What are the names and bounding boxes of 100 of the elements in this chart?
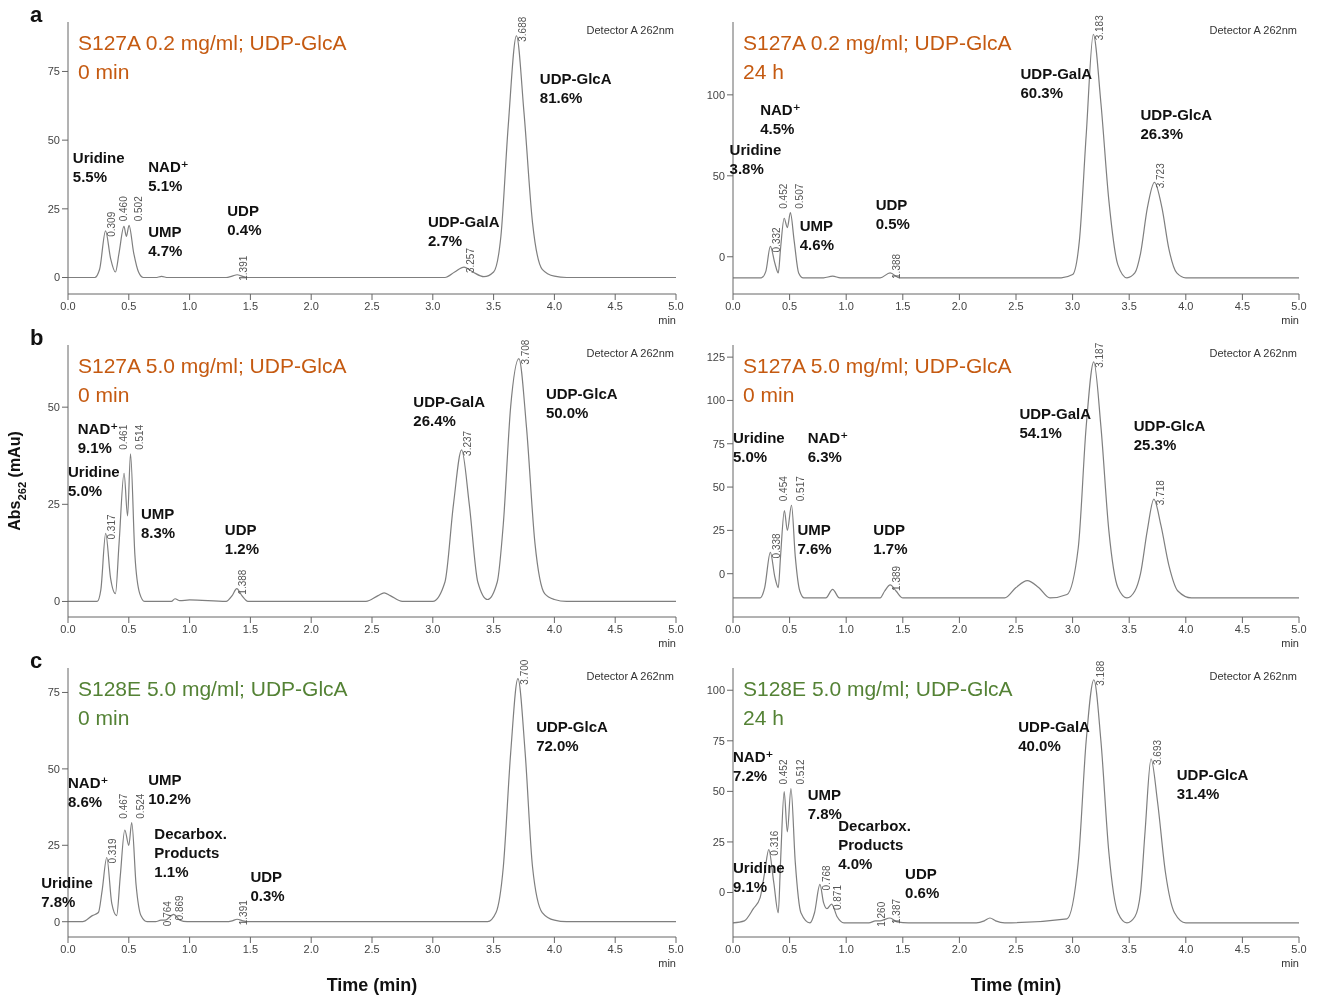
y-tick-label: 50 bbox=[712, 169, 725, 182]
annotation: Detector A 262nm bbox=[1208, 24, 1297, 36]
annotation: Detector A 262nm bbox=[586, 347, 674, 359]
x-tick-label: 4.5 bbox=[607, 942, 623, 955]
annotation: 3.183 bbox=[1093, 14, 1105, 41]
x-tick-label: 1.0 bbox=[181, 942, 198, 955]
x-tick-label: 3.0 bbox=[425, 299, 441, 312]
text: 24 h bbox=[743, 59, 785, 85]
x-tick-label: 4.5 bbox=[607, 622, 623, 635]
x-tick-label: 3.0 bbox=[1064, 299, 1081, 312]
annotation: NAD⁺ 5.1% bbox=[148, 156, 189, 195]
text: min bbox=[657, 314, 676, 326]
x-tick-label: 4.0 bbox=[546, 942, 563, 955]
annotation: NAD⁺ 7.2% bbox=[733, 746, 774, 785]
y-tick-label: 0 bbox=[53, 271, 60, 284]
x-tick-label: 2.5 bbox=[364, 299, 380, 312]
annotation: 0.309 bbox=[106, 211, 118, 237]
x-tick-label: 4.5 bbox=[1234, 622, 1251, 635]
annotation: 1.387 bbox=[890, 898, 902, 924]
x-tick-label: 5.0 bbox=[668, 299, 684, 312]
annotation: UDP 0.3% bbox=[250, 866, 285, 905]
x-tick-label: 1.5 bbox=[895, 299, 911, 312]
y-tick-label: 50 bbox=[712, 785, 725, 798]
x-tick-label: 2.0 bbox=[303, 299, 319, 312]
y-tick-label: 50 bbox=[47, 134, 60, 147]
x-tick-label: 2.0 bbox=[303, 942, 319, 955]
annotation: UDP-GlcA 81.6% bbox=[539, 68, 612, 107]
x-tick-label: 1.5 bbox=[895, 942, 911, 955]
annotation: Decarbox. Products 1.1% bbox=[154, 824, 227, 882]
annotation: UMP 4.6% bbox=[799, 216, 834, 255]
chart-title: S127A 5.0 mg/ml; UDP-GlcA bbox=[743, 353, 1012, 379]
x-tick-label: 2.0 bbox=[951, 942, 968, 955]
x-tick-label: 4.5 bbox=[1234, 299, 1251, 312]
x-tick-label: 3.0 bbox=[1064, 942, 1081, 955]
annotation: UDP 0.6% bbox=[905, 864, 940, 903]
annotation: Uridine 7.8% bbox=[41, 872, 93, 911]
annotation: 0.514 bbox=[134, 424, 146, 450]
annotation: 0.317 bbox=[106, 513, 118, 540]
x-tick-label: 3.5 bbox=[1121, 622, 1137, 635]
annotation: 3.188 bbox=[1094, 660, 1106, 686]
annotation: 0.452 bbox=[777, 759, 789, 785]
annotation: 0.460 bbox=[117, 195, 129, 222]
y-tick-label: 25 bbox=[712, 835, 725, 848]
x-tick-label: 3.5 bbox=[1121, 299, 1137, 312]
annotation: Detector A 262nm bbox=[586, 670, 674, 682]
x-tick-label: 0.5 bbox=[781, 942, 798, 955]
y-tick-label: 25 bbox=[47, 839, 60, 852]
annotation: UMP 4.7% bbox=[148, 222, 183, 261]
x-tick-label: 0.5 bbox=[781, 622, 798, 635]
text: 0 min bbox=[78, 382, 131, 408]
annotation: 0.512 bbox=[794, 759, 806, 785]
annotation: 0.517 bbox=[795, 475, 807, 502]
text: 0 min bbox=[743, 382, 796, 408]
text: 0 min bbox=[78, 705, 131, 731]
x-tick-label: 2.0 bbox=[951, 299, 968, 312]
y-tick-label: 0 bbox=[718, 250, 725, 263]
text: min bbox=[1280, 637, 1299, 649]
x-tick-label: 3.5 bbox=[1121, 942, 1137, 955]
annotation: UDP 1.2% bbox=[224, 519, 260, 558]
annotation: Detector A 262nm bbox=[1208, 670, 1297, 682]
annotation: 0.338 bbox=[771, 532, 782, 559]
annotation: 0.452 bbox=[777, 183, 789, 209]
chart-title: S128E 5.0 mg/ml; UDP-GlcA bbox=[78, 676, 348, 702]
annotation: 1.391 bbox=[237, 899, 249, 926]
annotation: UDP-GlcA 26.3% bbox=[1140, 104, 1213, 143]
chart-title: S127A 0.2 mg/ml; UDP-GlcA bbox=[78, 30, 347, 56]
y-tick-label: 25 bbox=[47, 498, 60, 511]
annotation: Uridine 3.8% bbox=[729, 140, 782, 179]
x-tick-label: 3.0 bbox=[425, 622, 441, 635]
x-tick-label: 1.5 bbox=[242, 622, 259, 635]
y-tick-label: 75 bbox=[712, 734, 725, 747]
annotation: UMP 10.2% bbox=[148, 770, 191, 809]
annotation: Uridine 5.0% bbox=[733, 428, 785, 467]
y-tick-label: 125 bbox=[706, 351, 725, 364]
x-tick-label: 4.0 bbox=[546, 622, 563, 635]
y-tick-label: 25 bbox=[47, 202, 60, 215]
text: 24 h bbox=[743, 705, 785, 731]
annotation: 1.388 bbox=[890, 253, 902, 279]
y-tick-label: 0 bbox=[53, 915, 60, 928]
annotation: 3.187 bbox=[1094, 342, 1106, 368]
chart-title: S128E 5.0 mg/ml; UDP-GlcA bbox=[743, 676, 1013, 702]
text: 0 min bbox=[78, 59, 131, 85]
y-tick-label: 100 bbox=[706, 88, 725, 101]
annotation: 0.768 bbox=[820, 864, 832, 891]
y-tick-label: 75 bbox=[47, 65, 60, 78]
x-tick-label: 4.0 bbox=[1178, 622, 1194, 635]
x-tick-label: 1.5 bbox=[242, 942, 259, 955]
y-tick-label: 75 bbox=[47, 686, 60, 699]
x-tick-label: 0.5 bbox=[121, 942, 137, 955]
x-tick-label: 5.0 bbox=[1291, 942, 1307, 955]
x-tick-label: 5.0 bbox=[1291, 299, 1307, 312]
x-tick-label: 3.5 bbox=[485, 622, 502, 635]
annotation: Uridine 9.1% bbox=[733, 858, 785, 897]
x-tick-label: 2.0 bbox=[951, 622, 968, 635]
x-axis-title: Time (min) bbox=[970, 975, 1062, 995]
y-tick-label: 100 bbox=[706, 684, 725, 697]
y-tick-label: 0 bbox=[53, 595, 60, 608]
x-tick-label: 3.0 bbox=[1064, 622, 1081, 635]
x-tick-label: 1.5 bbox=[895, 622, 911, 635]
text: min bbox=[1280, 314, 1299, 326]
